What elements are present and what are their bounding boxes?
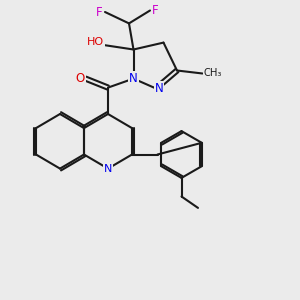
Text: N: N: [154, 82, 164, 95]
Text: O: O: [76, 72, 85, 85]
Text: CH₃: CH₃: [204, 68, 222, 79]
Text: N: N: [104, 164, 112, 174]
Text: HO: HO: [86, 37, 104, 47]
Text: N: N: [129, 72, 138, 85]
Text: F: F: [96, 5, 103, 19]
Text: F: F: [152, 4, 159, 17]
